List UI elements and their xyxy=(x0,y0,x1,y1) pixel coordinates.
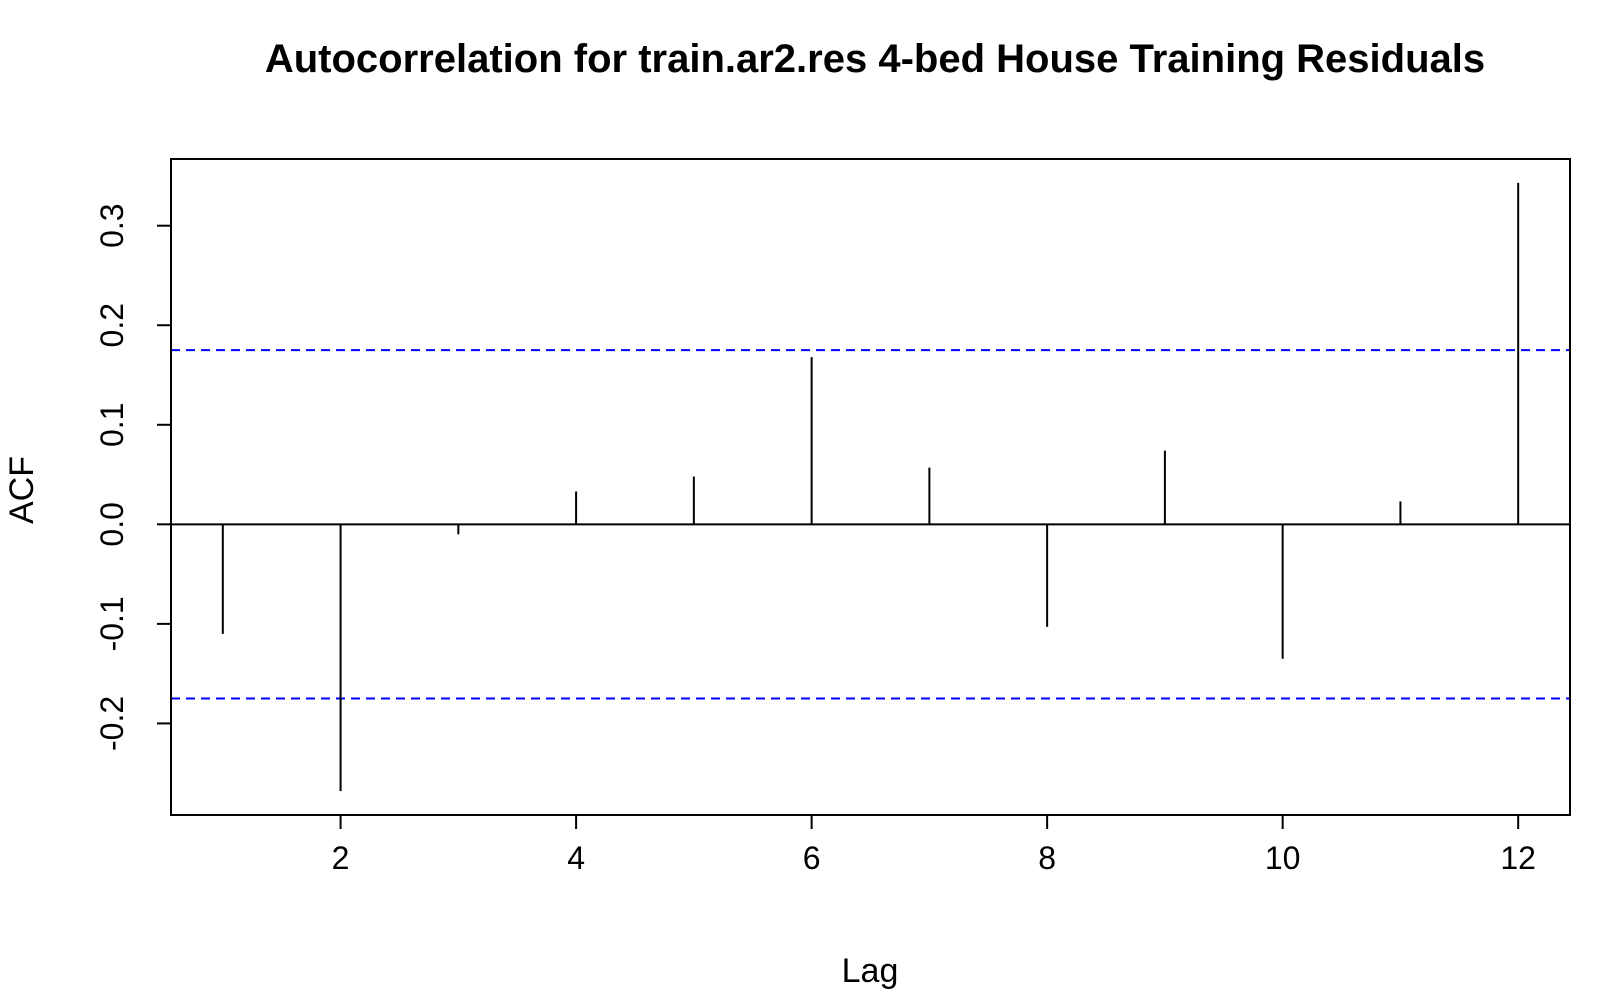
x-tick-label: 6 xyxy=(803,840,821,876)
x-tick-label: 12 xyxy=(1500,840,1536,876)
y-axis-label: ACF xyxy=(3,456,41,524)
x-tick-label: 10 xyxy=(1265,840,1301,876)
y-tick-label: 0.2 xyxy=(94,303,130,347)
x-tick-label: 4 xyxy=(567,840,585,876)
y-tick-label: 0.1 xyxy=(94,403,130,447)
y-tick-label: 0.3 xyxy=(94,203,130,247)
x-tick-label: 2 xyxy=(332,840,350,876)
x-axis-label: Lag xyxy=(842,952,899,990)
y-tick-label: 0.0 xyxy=(94,502,130,546)
plot-frame xyxy=(170,158,1571,816)
y-tick-label: -0.1 xyxy=(94,596,130,651)
x-axis: 2 4 6 8 10 12 xyxy=(332,815,1536,876)
plot-area xyxy=(171,182,1570,792)
y-axis: -0.2 -0.1 0.0 0.1 0.2 0.3 xyxy=(94,203,171,751)
y-tick-label: -0.2 xyxy=(94,696,130,751)
x-tick-label: 8 xyxy=(1038,840,1056,876)
chart-title: Autocorrelation for train.ar2.res 4-bed … xyxy=(265,37,1485,81)
